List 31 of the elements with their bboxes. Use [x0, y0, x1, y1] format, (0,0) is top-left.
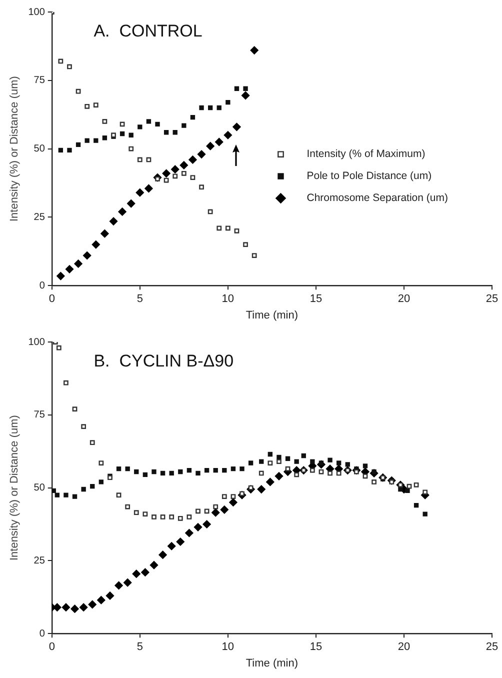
legend-label: Chromosome Separation (um)	[306, 192, 448, 204]
x-tick-label: 25	[486, 293, 498, 306]
legend-label: Intensity (% of Maximum)	[306, 148, 426, 160]
x-tick-label: 10	[222, 293, 234, 306]
x-tick-label: 0	[48, 293, 55, 306]
x-tick-label: 0	[48, 641, 55, 654]
x-tick-label: 5	[136, 293, 143, 306]
y-tick-label: 75	[34, 410, 46, 421]
y-axis-title: Intensity (%) or Distance (um)	[8, 76, 21, 222]
x-tick-label: 20	[398, 293, 410, 306]
x-tick-label: 15	[310, 641, 322, 654]
y-tick-label: 75	[34, 75, 46, 86]
y-axis-title: Intensity (%) or Distance (um)	[8, 415, 21, 561]
x-tick-label: 10	[222, 641, 234, 654]
text: A. CONTROL	[94, 22, 202, 41]
x-axis-title: Time (min)	[246, 657, 298, 670]
text: B. CYCLIN B-Δ90	[94, 352, 234, 371]
y-tick-label: 25	[34, 212, 46, 223]
legend-label: Pole to Pole Distance (um)	[306, 170, 432, 182]
y-tick-label: 100	[28, 6, 46, 18]
y-tick-label: 25	[34, 555, 46, 566]
x-tick-label: 5	[136, 641, 143, 654]
y-tick-label: 0	[39, 280, 46, 292]
y-tick-label: 0	[39, 628, 46, 640]
x-tick-label: 15	[310, 293, 322, 306]
y-tick-label: 50	[34, 144, 46, 155]
y-tick-label: 50	[34, 482, 46, 494]
y-tick-label: 100	[28, 336, 46, 348]
x-axis-title: Time (min)	[246, 309, 298, 322]
x-tick-label: 20	[398, 641, 410, 654]
x-tick-label: 25	[486, 641, 498, 654]
